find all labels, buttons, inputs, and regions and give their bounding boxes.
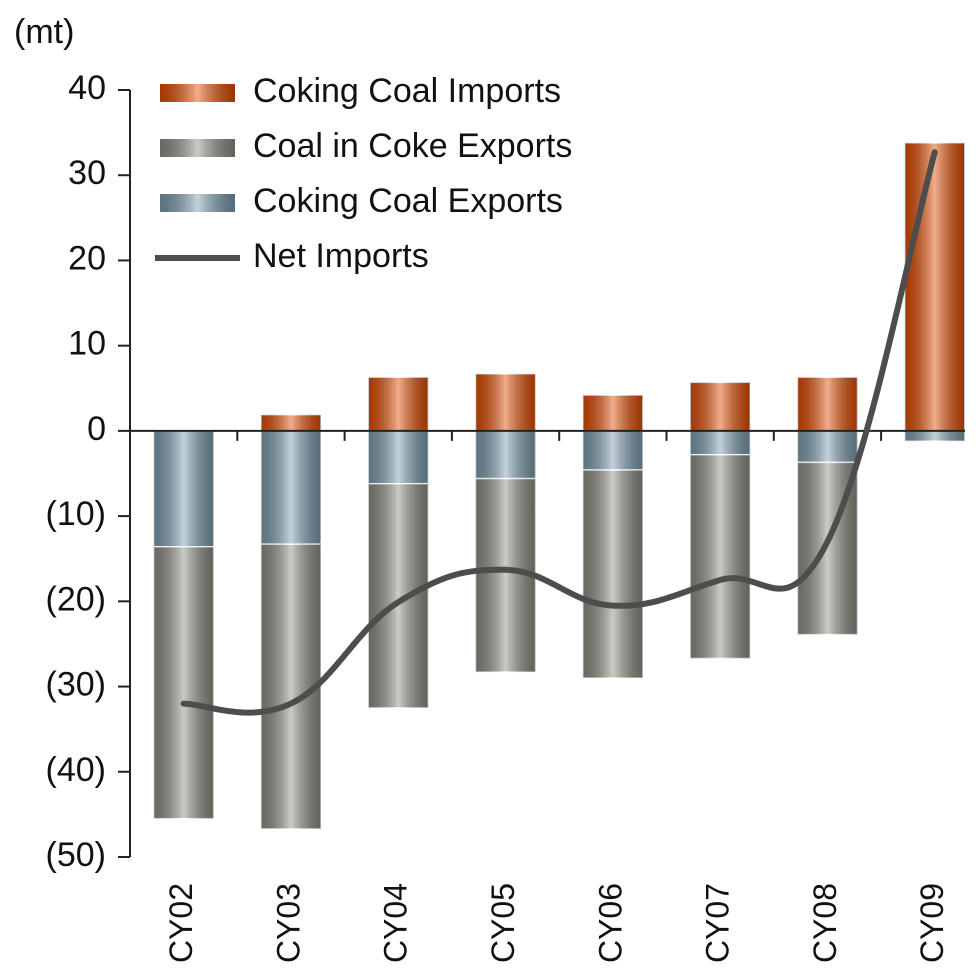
bar-sheen — [153, 430, 214, 547]
bar-sheen — [690, 430, 751, 455]
y-tick-label: (40) — [46, 751, 106, 789]
legend-swatch-sheen — [160, 84, 235, 102]
legend-label: Coking Coal Exports — [253, 182, 563, 220]
bar-sheen — [368, 430, 429, 484]
x-tick-label: CY04 — [378, 883, 414, 963]
bar-sheen — [690, 382, 751, 431]
x-tick-label: CY06 — [592, 883, 628, 963]
x-tick-label: CY08 — [807, 883, 843, 963]
bar-sheen — [475, 430, 536, 479]
legend-label: Net Imports — [253, 237, 429, 275]
bar-sheen — [690, 454, 751, 659]
x-tick-label: CY02 — [163, 883, 199, 963]
bar-sheen — [153, 546, 214, 819]
bar-sheen — [582, 470, 643, 679]
bar-sheen — [582, 395, 643, 431]
legend-swatch-sheen — [160, 194, 235, 212]
legend-swatch-sheen — [160, 139, 235, 157]
y-tick-label: 30 — [68, 154, 106, 192]
y-tick-label: (20) — [46, 580, 106, 618]
bar-sheen — [904, 430, 965, 442]
legend-label: Coking Coal Imports — [253, 72, 561, 110]
bar-sheen — [260, 414, 321, 431]
bar-sheen — [797, 430, 858, 463]
x-tick-label: CY07 — [700, 883, 736, 963]
legend-label: Coal in Coke Exports — [253, 127, 572, 165]
y-tick-label: 40 — [68, 69, 106, 107]
x-tick-label: CY03 — [270, 883, 306, 963]
bar-sheen — [582, 430, 643, 471]
bar-sheen — [904, 142, 965, 431]
y-tick-label: (30) — [46, 666, 106, 704]
bar-sheen — [797, 377, 858, 431]
y-tick-label: 20 — [68, 239, 106, 277]
line — [180, 149, 938, 716]
bar-sheen — [260, 544, 321, 829]
y-axis-label: (mt) — [14, 13, 74, 51]
bar-sheen — [475, 373, 536, 431]
y-tick-label: (50) — [46, 836, 106, 874]
y-tick-label: 10 — [68, 325, 106, 363]
bar-sheen — [260, 430, 321, 545]
x-tick-label: CY05 — [485, 883, 521, 963]
bar-sheen — [368, 377, 429, 431]
x-tick-label: CY09 — [914, 883, 950, 963]
y-tick-label: 0 — [87, 410, 106, 448]
y-tick-label: (10) — [46, 495, 106, 533]
bar-sheen — [368, 483, 429, 708]
